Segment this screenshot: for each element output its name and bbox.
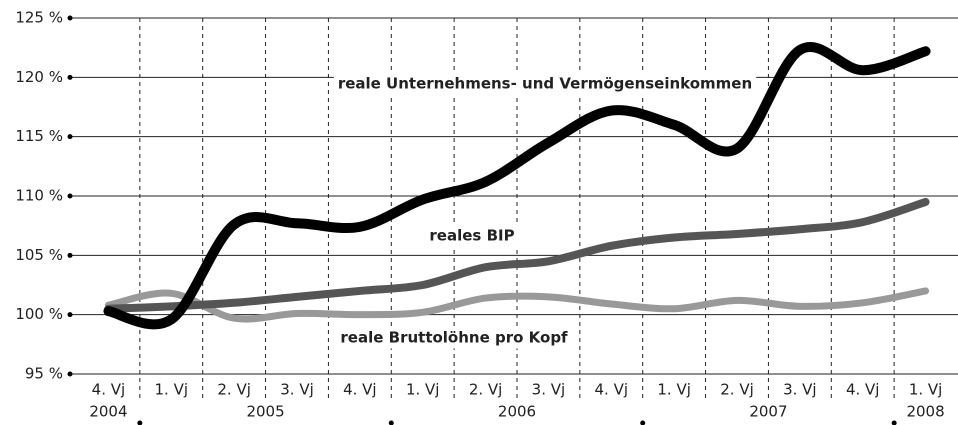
- series-line: [104, 197, 930, 313]
- y-tick-label: 125 %: [15, 9, 63, 27]
- x-tick-label: 4. Vj: [92, 381, 126, 399]
- y-tick-label: 100 %: [15, 305, 63, 323]
- series-label: reales BIP: [429, 227, 514, 245]
- y-tick-label: 120 %: [15, 68, 63, 86]
- x-tick-label: 1. Vj: [406, 381, 440, 399]
- x-tick-label: 2. Vj: [720, 381, 754, 399]
- x-tick-label: 4. Vj: [846, 381, 880, 399]
- x-tick-label: 1. Vj: [155, 381, 189, 399]
- year-dot: [137, 420, 143, 425]
- tick-dot: [67, 134, 73, 140]
- y-tick-label: 110 %: [15, 187, 63, 205]
- tick-dot: [67, 312, 73, 318]
- tick-dot: [67, 252, 73, 258]
- series-label-bg: [425, 224, 519, 247]
- x-tick-label: 3. Vj: [783, 381, 817, 399]
- year-label: 2008: [906, 403, 944, 421]
- y-tick-label: 95 %: [25, 365, 63, 383]
- series-label: reale Bruttolöhne pro Kopf: [340, 329, 568, 347]
- x-tick-label: 2. Vj: [469, 381, 503, 399]
- series-label-bg: [333, 72, 757, 95]
- year-dot: [640, 420, 646, 425]
- year-label: 2007: [749, 403, 787, 421]
- x-tick-label: 1. Vj: [909, 381, 943, 399]
- year-label: 2004: [89, 403, 127, 421]
- year-label: 2006: [498, 403, 536, 421]
- x-tick-label: 4. Vj: [595, 381, 629, 399]
- tick-dot: [67, 371, 73, 377]
- x-tick-label: 1. Vj: [657, 381, 691, 399]
- tick-dot: [67, 15, 73, 21]
- tick-dot: [67, 74, 73, 80]
- series-line: [104, 287, 930, 323]
- year-dot: [891, 420, 897, 425]
- series-line: [103, 42, 931, 330]
- y-tick-label: 105 %: [15, 246, 63, 264]
- year-label: 2005: [246, 403, 284, 421]
- x-tick-label: 4. Vj: [343, 381, 377, 399]
- y-tick-label: 115 %: [15, 127, 63, 145]
- x-tick-label: 3. Vj: [532, 381, 566, 399]
- x-tick-label: 2. Vj: [217, 381, 251, 399]
- tick-dot: [67, 193, 73, 199]
- series-label: reale Unternehmens- und Vermögenseinkomm…: [338, 75, 752, 93]
- year-dot: [388, 420, 394, 425]
- x-tick-label: 3. Vj: [280, 381, 314, 399]
- series-label-bg: [336, 326, 573, 349]
